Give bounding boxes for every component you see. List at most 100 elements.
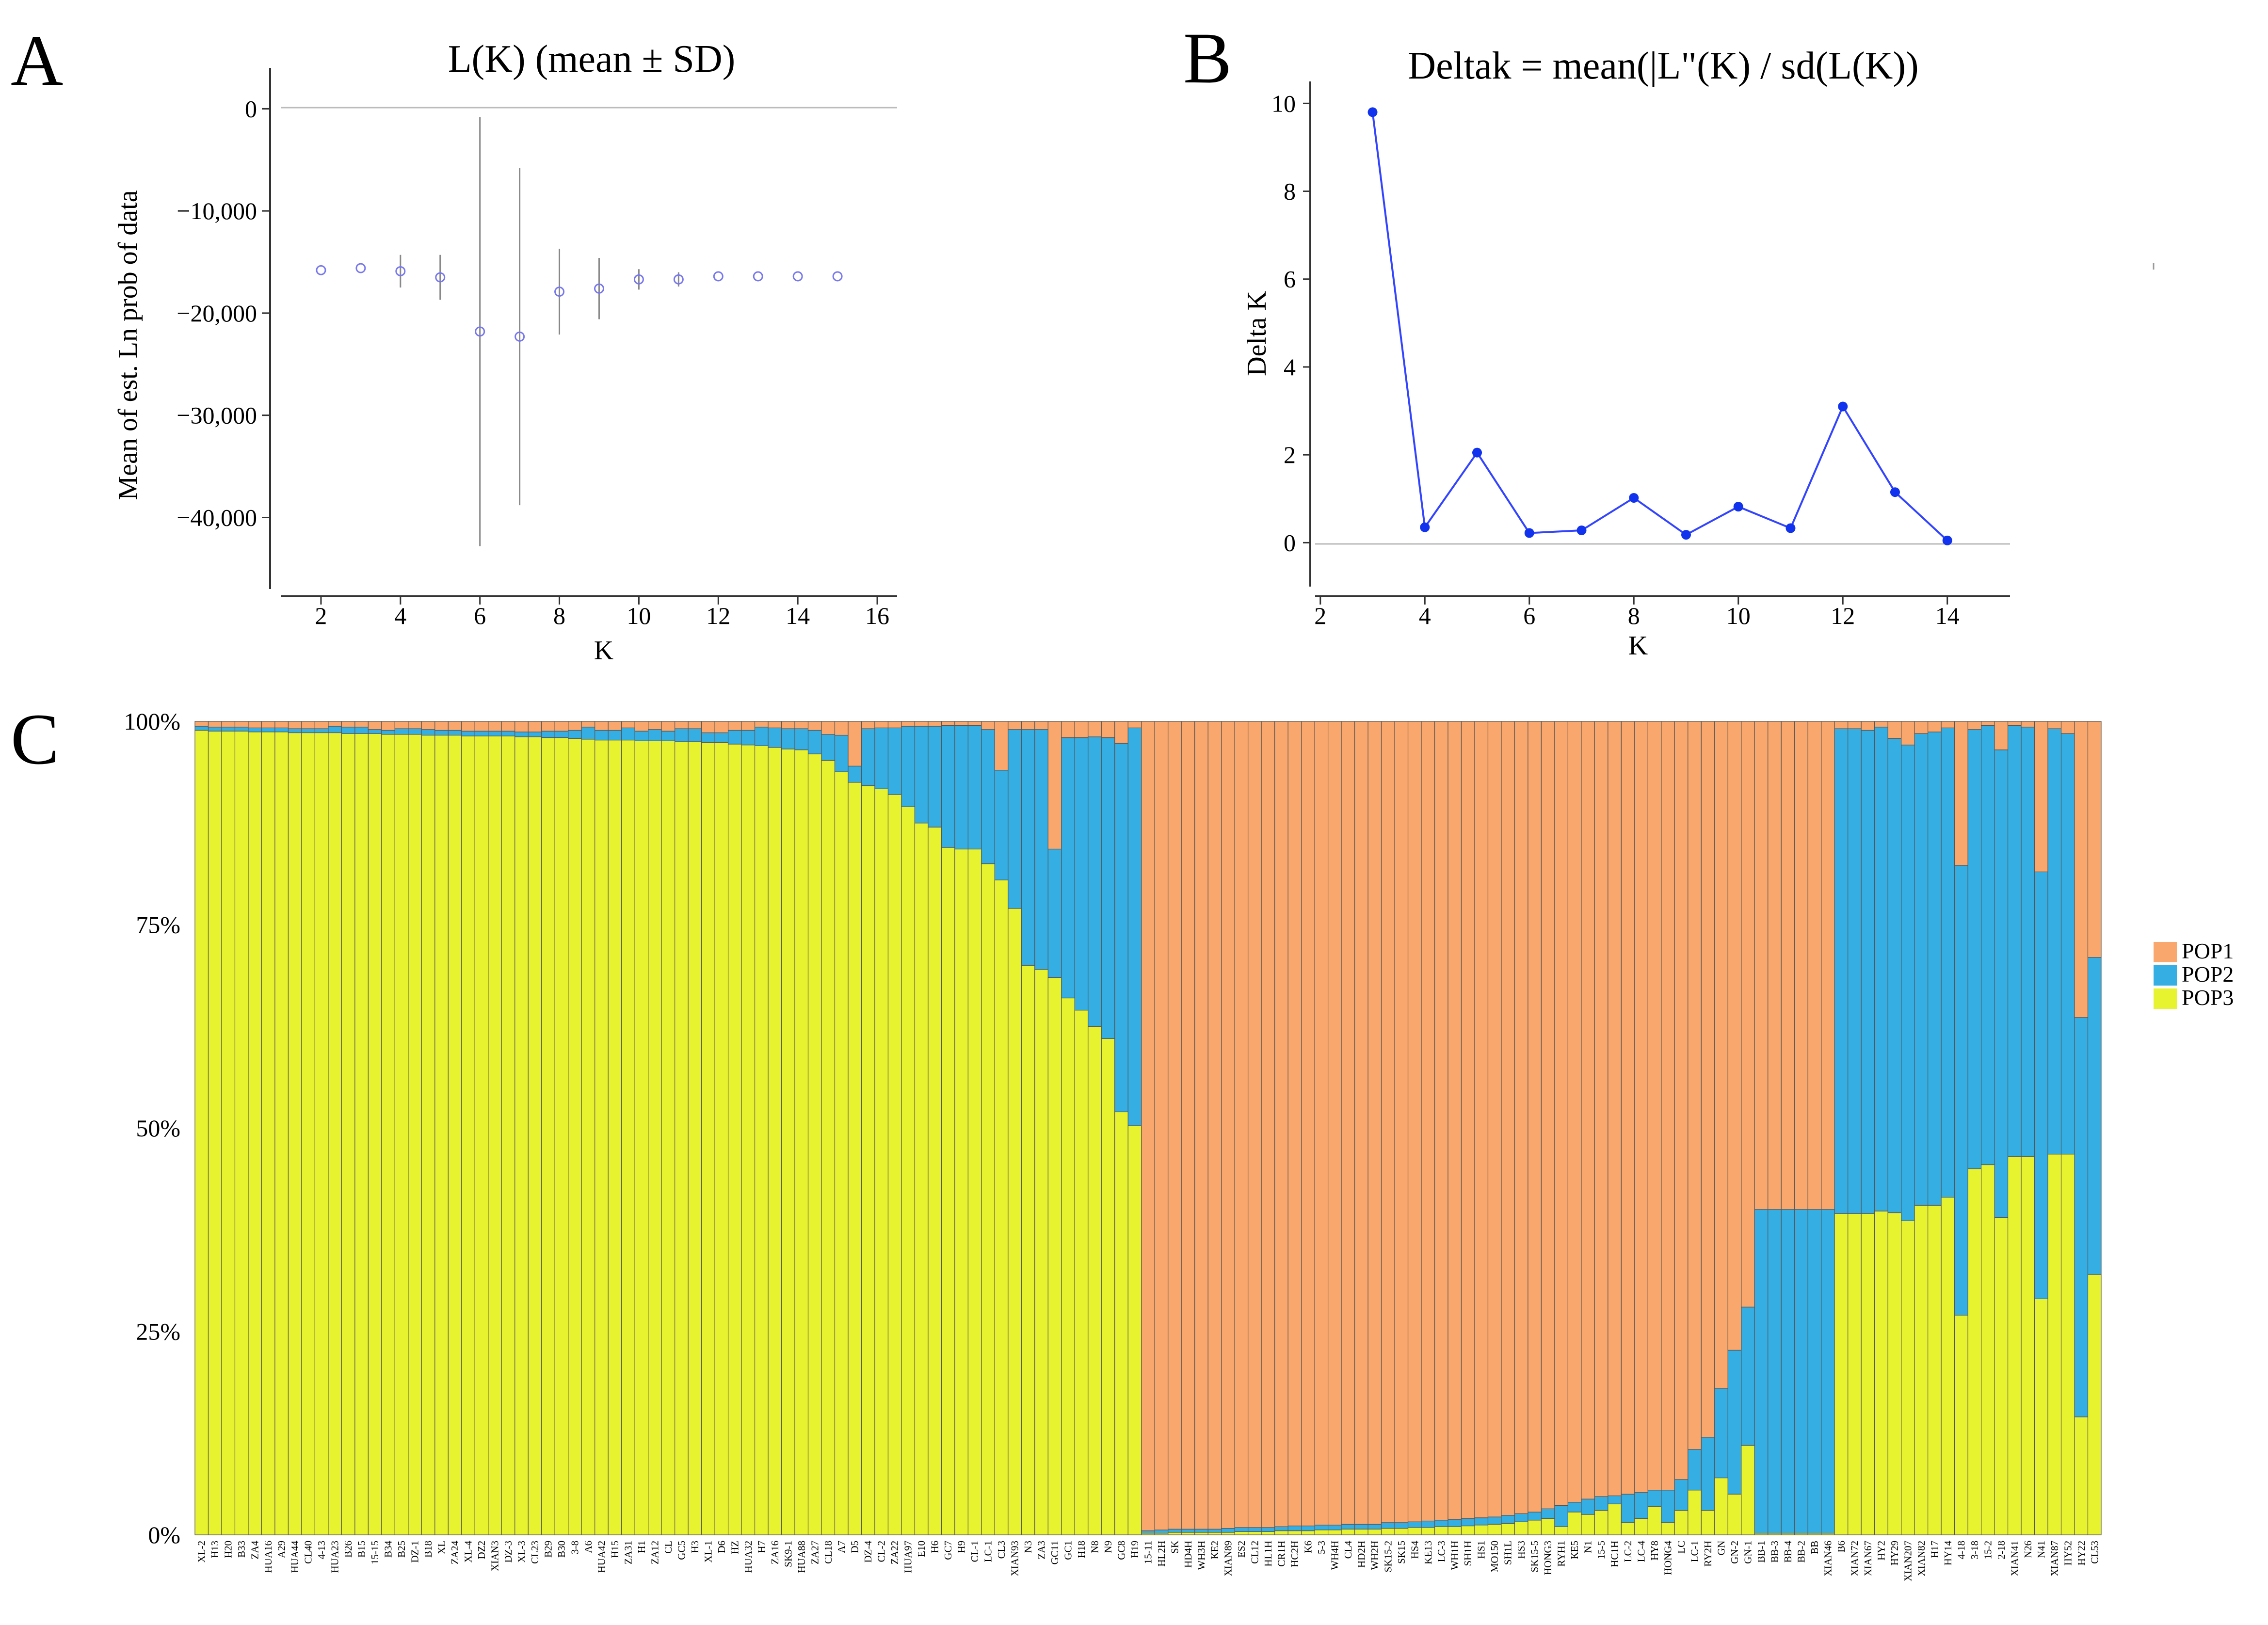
admixture-bar-pop1 <box>1701 721 1715 1438</box>
admixture-bar-pop3 <box>1647 1506 1662 1535</box>
admixture-bar-pop2 <box>328 726 342 733</box>
admixture-bar-pop3 <box>461 735 475 1535</box>
admixture-bar-pop1 <box>941 721 955 726</box>
admixture-bar-pop3 <box>1168 1532 1182 1535</box>
sample-label: XIAN3 <box>489 1541 501 1571</box>
legend-swatch-pop1 <box>2154 942 2177 962</box>
admixture-bar-pop1 <box>1794 721 1808 1210</box>
admixture-bar-pop3 <box>1967 1168 1982 1535</box>
panel-a-x-label: K <box>594 636 613 666</box>
admixture-bar-pop3 <box>1394 1528 1409 1535</box>
admixture-bar-pop1 <box>1914 721 1929 734</box>
admixture-bar-pop1 <box>807 721 822 731</box>
admixture-bar-pop2 <box>1194 1529 1208 1533</box>
sample-label: XIAN41 <box>2009 1541 2020 1577</box>
panel-b-data-point <box>1785 523 1796 533</box>
admixture-bar-pop1 <box>1314 721 1329 1526</box>
admixture-bar-pop3 <box>1234 1531 1249 1535</box>
admixture-bar-pop3 <box>1421 1527 1435 1535</box>
admixture-bar-pop1 <box>887 721 902 729</box>
sample-label: DZ-3 <box>502 1541 514 1563</box>
admixture-bar-pop2 <box>994 770 1009 880</box>
admixture-bar-pop3 <box>874 788 889 1535</box>
panel-c-y-tick-label: 75% <box>136 911 180 939</box>
panel-b-y-tick-label: 2 <box>1284 441 1296 468</box>
sample-label: B15 <box>356 1541 368 1558</box>
admixture-bar-pop2 <box>1421 1520 1435 1528</box>
panel-b-data-point <box>1576 526 1587 536</box>
admixture-bar-pop2 <box>1874 727 1888 1211</box>
admixture-bar-pop2 <box>1394 1522 1409 1529</box>
admixture-bar-pop1 <box>1461 721 1475 1519</box>
admixture-bar-pop1 <box>701 721 715 733</box>
panel-b-x-tick-label: 2 <box>1314 602 1326 629</box>
admixture-bar-pop1 <box>488 721 502 732</box>
admixture-bar-pop1 <box>1514 721 1528 1514</box>
admixture-bar-pop1 <box>754 721 769 728</box>
admixture-bar-pop3 <box>2074 1417 2089 1535</box>
admixture-bar-pop3 <box>1514 1521 1528 1535</box>
sample-label: XL-1 <box>702 1541 714 1563</box>
admixture-bar-pop1 <box>2047 721 2062 729</box>
admixture-bar-pop1 <box>1567 721 1582 1503</box>
admixture-bar-pop3 <box>1434 1526 1448 1535</box>
panel-a-data-point <box>633 274 644 285</box>
sample-label: ES2 <box>1236 1541 1247 1558</box>
admixture-bar-pop2 <box>1114 743 1128 1113</box>
sample-label: CL4 <box>1342 1541 1354 1559</box>
admixture-bar-pop3 <box>1367 1529 1382 1535</box>
admixture-bar-pop2 <box>675 728 689 742</box>
sample-label: A29 <box>276 1541 288 1558</box>
admixture-bar-pop2 <box>1901 745 1915 1221</box>
admixture-bar-pop1 <box>434 721 449 731</box>
sample-label: HUA16 <box>262 1541 274 1573</box>
sample-label: LC-1 <box>1689 1541 1701 1562</box>
admixture-bar-pop1 <box>1541 721 1555 1509</box>
panel-b-y-tick-label: 0 <box>1284 529 1296 556</box>
admixture-bar-pop1 <box>914 721 929 727</box>
admixture-bar-pop1 <box>1768 721 1782 1210</box>
admixture-bar-pop3 <box>394 734 409 1535</box>
admixture-bar-pop3 <box>301 732 316 1535</box>
sample-label: N41 <box>2035 1541 2047 1558</box>
sample-label: SK15-5 <box>1529 1541 1541 1572</box>
admixture-bar-pop2 <box>1088 736 1102 1027</box>
admixture-bar-pop2 <box>515 732 529 737</box>
sample-label: HS1 <box>1476 1541 1487 1559</box>
admixture-bar-pop3 <box>448 734 462 1535</box>
panel-a-x-tick-label: 2 <box>315 602 327 629</box>
admixture-bar-pop2 <box>1848 728 1862 1214</box>
sample-label: 15-5 <box>1595 1541 1607 1560</box>
sample-label: CR1H <box>1275 1541 1287 1567</box>
admixture-bar-pop2 <box>1434 1520 1448 1527</box>
sample-label: HUA44 <box>289 1541 301 1573</box>
admixture-bar-pop2 <box>1301 1525 1315 1531</box>
admixture-bar-pop3 <box>568 738 582 1535</box>
admixture-bar-pop1 <box>1328 721 1342 1526</box>
admixture-bar-pop1 <box>1061 721 1075 738</box>
admixture-bar-pop3 <box>1354 1529 1368 1535</box>
admixture-bar-pop2 <box>1928 732 1942 1206</box>
sample-label: H19 <box>1129 1541 1141 1558</box>
admixture-bar-pop2 <box>528 732 542 737</box>
admixture-bar-pop1 <box>208 721 222 728</box>
sample-label: N1 <box>1582 1541 1594 1553</box>
admixture-bar-pop2 <box>248 727 262 733</box>
admixture-bar-pop3 <box>1941 1197 1955 1535</box>
admixture-bar-pop1 <box>1727 721 1742 1351</box>
admixture-bar-pop3 <box>914 823 929 1535</box>
panel-b-x-tick-label: 10 <box>1726 602 1751 629</box>
admixture-bar-pop1 <box>928 721 942 727</box>
admixture-bar-pop1 <box>474 721 489 732</box>
admixture-bar-pop2 <box>1967 729 1982 1169</box>
admixture-bar-pop3 <box>1074 1010 1089 1535</box>
sample-label: H13 <box>209 1541 221 1558</box>
admixture-bar-pop3 <box>1994 1217 2009 1535</box>
admixture-bar-pop2 <box>194 726 209 731</box>
sample-label: HC2H <box>1289 1541 1301 1567</box>
admixture-bar-pop3 <box>328 732 342 1535</box>
admixture-bar-pop1 <box>1714 721 1728 1389</box>
admixture-bar-pop1 <box>1994 721 2009 750</box>
admixture-bar-pop1 <box>261 721 275 729</box>
admixture-bar-pop2 <box>221 727 236 732</box>
